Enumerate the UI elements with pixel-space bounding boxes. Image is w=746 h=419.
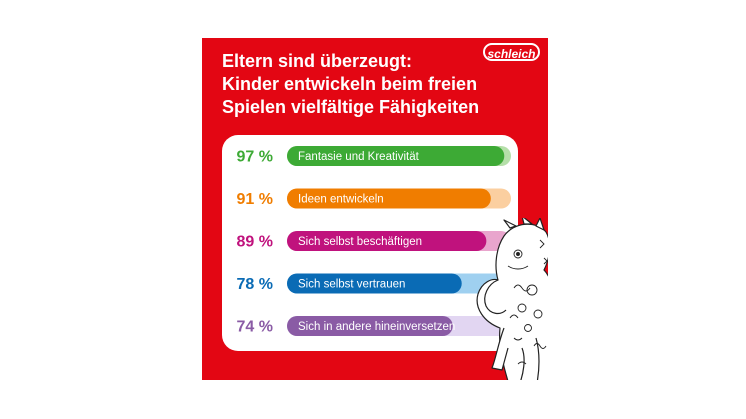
bar: [287, 146, 505, 166]
bar-label: Sich selbst beschäftigen: [298, 236, 422, 248]
bar: [287, 188, 491, 209]
chart-panel: Fantasie und Kreativität 97 % Ideen entwic…: [222, 135, 518, 351]
bar-label: Sich selbst vertrauen: [298, 279, 405, 291]
bar-chart: Fantasie und Kreativität 97 % Ideen entwic…: [237, 146, 511, 336]
bar-label: Ideen entwickeln: [298, 194, 384, 206]
headline-line-2: Kinder entwickeln beim freien: [222, 74, 478, 94]
schleich-logo: schleich: [483, 43, 540, 61]
value-label: 78 %: [237, 276, 273, 293]
dragon-illustration: [476, 218, 548, 380]
headline-line-1: Eltern sind überzeugt:: [222, 51, 413, 71]
value-label: 89 %: [237, 234, 273, 251]
bar: [287, 231, 487, 251]
bar: [287, 273, 462, 294]
infographic-card: Eltern sind überzeugt: Kinder entwickeln…: [202, 38, 548, 380]
bar-label: Sich in andere hineinversetzen: [298, 321, 455, 333]
value-label: 91 %: [237, 191, 273, 208]
bar-label: Fantasie und Kreativität: [298, 151, 420, 163]
bar: [287, 316, 453, 336]
headline-line-3: Spielen vielfältige Fähigkeiten: [222, 97, 480, 117]
value-label: 97 %: [237, 149, 273, 166]
headline: Eltern sind überzeugt: Kinder entwickeln…: [222, 50, 492, 119]
value-label: 74 %: [237, 319, 273, 336]
